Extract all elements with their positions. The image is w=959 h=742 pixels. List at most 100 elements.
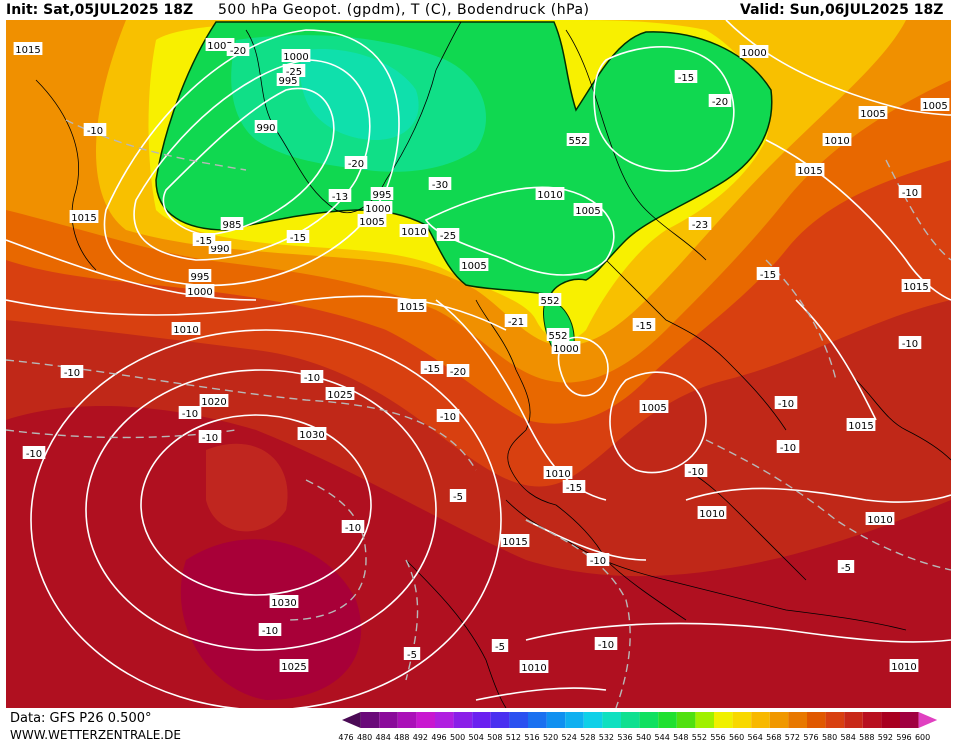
pressure-label-text: 1030 (271, 598, 296, 609)
temperature-label-box (898, 336, 922, 349)
scale-value-label: 532 (599, 733, 614, 742)
pressure-label-box (795, 163, 825, 176)
temperature-label: -10 (776, 440, 800, 454)
temperature-label-text: -15 (196, 236, 212, 247)
pressure-label: 1005 (459, 258, 489, 272)
pressure-label-text: 1015 (399, 302, 424, 313)
scale-value-label: 600 (915, 733, 930, 742)
pressure-label-box (865, 512, 895, 525)
scale-value-label: 568 (766, 733, 781, 742)
pressure-label-text: 1005 (461, 261, 486, 272)
temperature-label-text: -10 (902, 188, 918, 199)
height-label-text: 552 (540, 296, 559, 307)
temperature-label: -10 (258, 623, 282, 637)
height-label: 552 (566, 133, 590, 147)
temperature-label: -10 (898, 185, 922, 199)
pressure-label-box (399, 224, 429, 237)
temperature-label-box (344, 156, 368, 169)
scale-value-label: 520 (543, 733, 558, 742)
scale-swatch (714, 712, 733, 728)
scale-swatch (676, 712, 696, 728)
map-title: 500 hPa Geopot. (gpdm), T (C), Bodendruc… (218, 2, 590, 18)
pressure-label: 1010 (865, 512, 895, 526)
temperature-label: -5 (403, 647, 421, 661)
pressure-label-box (901, 279, 931, 292)
weather-map-svg: 1015 1005 1000 995 990 985 990 995 1000 1015 1010 1… (6, 20, 951, 708)
temperature-label-text: -5 (407, 650, 417, 661)
height-labels: 552 552 552 (538, 133, 590, 342)
temperature-label-box (83, 123, 107, 136)
pressure-label-text: 1015 (502, 537, 527, 548)
temperature-label: -30 (428, 177, 452, 191)
temperature-label-text: -10 (182, 409, 198, 420)
pressure-label: 1015 (846, 418, 876, 432)
temperature-label-box (403, 647, 421, 660)
scale-value-label: 552 (692, 733, 707, 742)
scale-value-label: 576 (803, 733, 818, 742)
pressure-label: 1015 (69, 210, 99, 224)
temperature-label-box (22, 446, 46, 459)
pressure-label: 1005 (920, 98, 950, 112)
scale-value-label: 480 (357, 733, 372, 742)
pressure-label-text: 1015 (797, 166, 822, 177)
scale-swatch (658, 712, 677, 728)
temperature-label-text: -10 (304, 373, 320, 384)
map-header: Init: Sat,05JUL2025 18Z 500 hPa Geopot. … (0, 0, 959, 20)
temperature-label-box (586, 553, 610, 566)
pressure-label-text: 1030 (299, 430, 324, 441)
scale-swatch (397, 712, 417, 728)
scale-swatch (490, 712, 510, 728)
scale-swatch (788, 712, 807, 728)
pressure-label: 1005 (357, 214, 387, 228)
scale-value-label: 560 (729, 733, 744, 742)
pressure-label-box (739, 45, 769, 58)
pressure-label: 1030 (269, 595, 299, 609)
temperature-label: -10 (586, 553, 610, 567)
temperature-label-box (286, 230, 310, 243)
temperature-label-box (756, 267, 780, 280)
pressure-label-text: 1010 (545, 469, 570, 480)
pressure-label-text: 1000 (283, 52, 308, 63)
init-time: Init: Sat,05JUL2025 18Z (6, 2, 194, 18)
temperature-label: -20 (708, 94, 732, 108)
temperature-label-text: -10 (688, 467, 704, 478)
temperature-label-text: -10 (26, 449, 42, 460)
temperature-label-box (226, 43, 250, 56)
pressure-label-box (639, 400, 669, 413)
temperature-label-text: -10 (780, 443, 796, 454)
scale-value-label: 476 (338, 733, 353, 742)
temperature-label-box (674, 70, 698, 83)
pressure-label-text: 1000 (365, 204, 390, 215)
scale-value-label: 528 (580, 733, 595, 742)
temperature-label-text: -20 (230, 46, 246, 57)
temperature-label-box (774, 396, 798, 409)
scale-swatch (918, 712, 938, 728)
temperature-label-box (328, 189, 352, 202)
temperature-label-text: -10 (598, 640, 614, 651)
scale-swatch (528, 712, 547, 728)
pressure-label-box (171, 322, 201, 335)
pressure-label: 1025 (279, 659, 309, 673)
scale-value-label: 548 (673, 733, 688, 742)
temperature-label: -5 (491, 639, 509, 653)
temperature-label-text: -13 (332, 192, 348, 203)
pressure-label: 1010 (171, 322, 201, 336)
temperature-label-text: -10 (262, 626, 278, 637)
temperature-label-text: -25 (440, 231, 456, 242)
temperature-label-box (192, 233, 216, 246)
scale-swatch (639, 712, 659, 728)
scale-swatch (844, 712, 863, 728)
scale-swatch (435, 712, 454, 728)
scale-value-label: 540 (636, 733, 651, 742)
temperature-label-box (300, 370, 324, 383)
pressure-label-text: 1010 (867, 515, 892, 526)
height-label-box (566, 133, 590, 146)
pressure-label-box (363, 201, 393, 214)
temperature-label-box (684, 464, 708, 477)
temperature-label-box (341, 520, 365, 533)
temperature-label: -5 (837, 560, 855, 574)
pressure-label: 1015 (795, 163, 825, 177)
temperature-label: -10 (178, 406, 202, 420)
pressure-label-text: 1015 (903, 282, 928, 293)
pressure-label: 1015 (397, 299, 427, 313)
